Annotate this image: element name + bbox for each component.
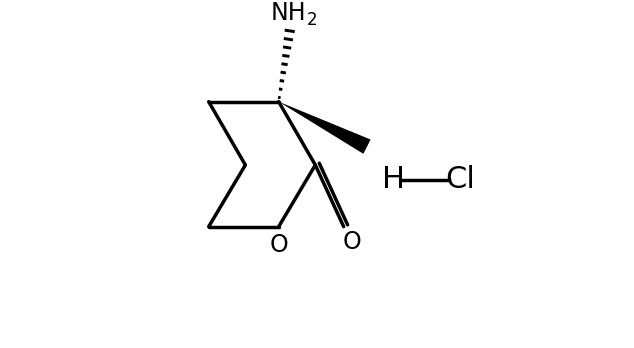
Text: 2: 2 [307,11,317,29]
Text: O: O [342,230,361,254]
Polygon shape [279,102,371,154]
Text: Cl: Cl [445,166,476,195]
Text: O: O [269,233,288,257]
Text: NH: NH [271,1,306,25]
Text: H: H [382,166,405,195]
